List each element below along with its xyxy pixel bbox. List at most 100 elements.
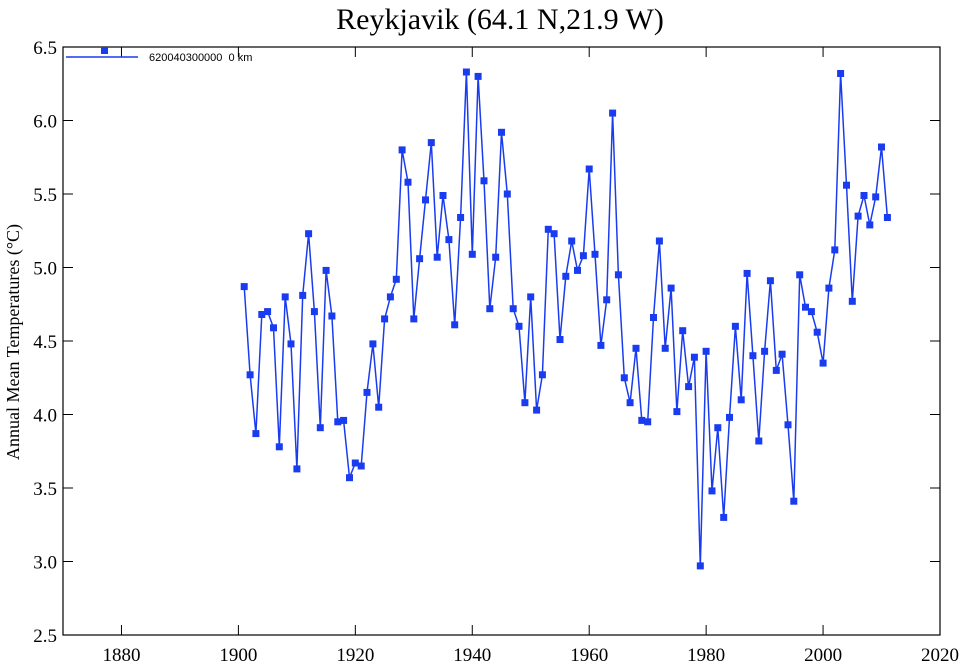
data-point xyxy=(813,328,821,336)
data-point xyxy=(685,383,693,391)
data-point xyxy=(287,340,295,348)
data-point xyxy=(626,399,634,407)
data-point xyxy=(451,321,459,329)
data-point xyxy=(486,305,494,313)
data-point xyxy=(866,221,874,229)
y-tick-label: 6.5 xyxy=(33,38,57,59)
data-point xyxy=(843,181,850,189)
x-tick-label: 1960 xyxy=(570,645,608,664)
data-point xyxy=(784,421,792,429)
data-point xyxy=(854,212,862,220)
legend-label: 620040300000 0 km xyxy=(149,52,252,64)
data-point xyxy=(597,341,605,349)
data-point xyxy=(404,178,412,186)
data-point xyxy=(246,371,254,379)
data-point xyxy=(632,344,640,352)
data-point xyxy=(398,146,406,154)
data-point xyxy=(614,271,622,279)
data-point xyxy=(574,266,581,274)
data-point xyxy=(340,416,348,424)
data-point xyxy=(381,315,389,323)
chart-title: Reykjavik (64.1 N,21.9 W) xyxy=(336,3,664,36)
data-point xyxy=(831,246,839,254)
data-point xyxy=(778,350,786,358)
y-tick-label: 3.0 xyxy=(33,553,57,574)
data-point xyxy=(416,255,424,263)
data-point xyxy=(445,236,453,244)
data-point xyxy=(807,308,815,316)
data-point xyxy=(585,165,593,173)
data-point xyxy=(439,192,447,199)
data-point xyxy=(492,253,500,261)
series-line xyxy=(243,71,889,567)
data-point xyxy=(790,497,798,505)
data-point xyxy=(322,266,330,274)
data-point xyxy=(422,196,429,204)
data-point xyxy=(673,408,681,416)
data-point xyxy=(527,293,535,301)
data-point xyxy=(802,303,809,311)
data-point xyxy=(655,237,663,245)
data-point xyxy=(690,353,698,361)
data-point xyxy=(509,305,517,313)
data-point xyxy=(351,459,359,467)
data-point xyxy=(457,214,465,221)
data-point xyxy=(749,352,757,360)
data-point xyxy=(316,424,324,432)
data-point xyxy=(883,214,891,221)
data-point xyxy=(258,311,266,318)
data-point xyxy=(252,430,260,438)
data-point xyxy=(644,418,652,426)
data-point xyxy=(714,424,722,432)
data-point xyxy=(410,315,418,323)
data-point xyxy=(357,462,365,470)
data-point xyxy=(731,322,739,330)
data-point xyxy=(544,225,552,233)
data-point xyxy=(474,72,482,80)
data-point xyxy=(305,230,313,238)
data-point xyxy=(638,416,646,424)
x-tick-label: 1920 xyxy=(336,645,374,664)
data-point xyxy=(556,336,564,343)
y-tick-label: 5.0 xyxy=(33,259,57,280)
data-point xyxy=(761,347,769,355)
data-point xyxy=(766,277,774,285)
data-point xyxy=(796,271,804,279)
legend: 620040300000 0 km xyxy=(66,47,252,64)
y-tick-label: 4.0 xyxy=(33,406,57,427)
data-point xyxy=(860,192,868,199)
data-point xyxy=(369,340,377,348)
data-point xyxy=(702,347,710,355)
data-point xyxy=(310,308,318,316)
x-tick-label: 2000 xyxy=(804,645,842,664)
data-point xyxy=(650,314,657,321)
data-point xyxy=(878,143,885,151)
data-point xyxy=(515,322,523,330)
data-point xyxy=(386,293,394,301)
data-point xyxy=(609,109,617,117)
data-point xyxy=(281,293,289,301)
x-tick-label: 1880 xyxy=(102,645,140,664)
data-point xyxy=(568,237,576,245)
data-point xyxy=(772,366,780,374)
data-point xyxy=(720,513,728,521)
data-point xyxy=(427,139,435,147)
data-point xyxy=(661,344,669,352)
data-point xyxy=(708,487,716,495)
data-point xyxy=(503,190,511,198)
data-point xyxy=(375,403,383,411)
y-tick-label: 2.5 xyxy=(33,626,57,647)
y-tick-label: 5.5 xyxy=(33,185,57,206)
x-tick-label: 1940 xyxy=(453,645,491,664)
axis-ticks: 1880 1900 1920 1940 1960 1980 2000 2020 2.5 3.0 3.… xyxy=(33,38,959,664)
y-tick-label: 6.0 xyxy=(33,112,57,133)
legend-marker xyxy=(101,47,108,54)
data-point xyxy=(293,465,301,473)
data-point xyxy=(275,443,283,451)
data-point xyxy=(726,413,733,421)
y-axis-label: Annual Mean Temperatures (°C) xyxy=(3,224,24,460)
y-tick-label: 3.5 xyxy=(33,479,57,500)
data-point xyxy=(264,308,272,316)
data-point xyxy=(538,371,546,379)
data-point xyxy=(579,252,587,260)
